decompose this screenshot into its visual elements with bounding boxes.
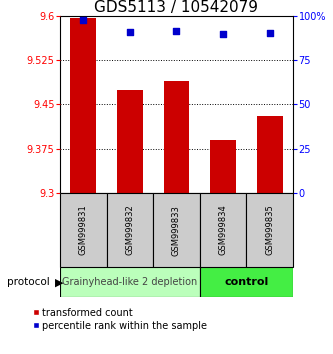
Text: GSM999834: GSM999834 [218, 205, 228, 256]
Text: GSM999831: GSM999831 [79, 205, 88, 256]
Point [267, 30, 272, 36]
Bar [70, 18, 96, 193]
Bar [210, 140, 236, 193]
Text: GSM999835: GSM999835 [265, 205, 274, 256]
Text: protocol: protocol [7, 277, 50, 287]
Text: Grainyhead-like 2 depletion: Grainyhead-like 2 depletion [62, 277, 197, 287]
Point [220, 31, 226, 36]
Point [127, 29, 133, 35]
Bar [60, 193, 107, 267]
Point [81, 18, 86, 23]
Bar [246, 193, 293, 267]
Point [174, 28, 179, 34]
Bar [200, 193, 246, 267]
Text: GSM999832: GSM999832 [125, 205, 135, 256]
Text: GSM999833: GSM999833 [172, 205, 181, 256]
Title: GDS5113 / 10542079: GDS5113 / 10542079 [95, 0, 258, 15]
Bar [117, 90, 143, 193]
Bar [153, 193, 200, 267]
Bar [60, 267, 200, 297]
Legend: transformed count, percentile rank within the sample: transformed count, percentile rank withi… [32, 306, 209, 332]
Bar [200, 267, 293, 297]
Bar [164, 81, 189, 193]
Text: ▶: ▶ [55, 277, 64, 287]
Text: control: control [224, 277, 268, 287]
Bar [257, 116, 282, 193]
Bar [107, 193, 153, 267]
